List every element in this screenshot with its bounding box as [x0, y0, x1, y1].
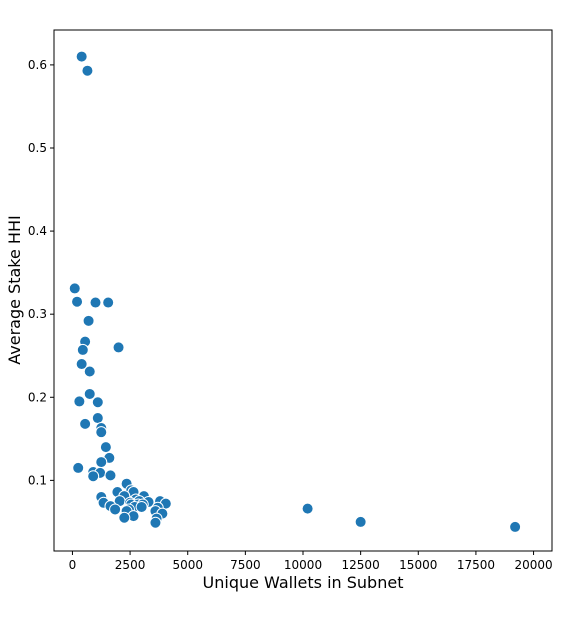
- data-point: [95, 426, 108, 439]
- data-point: [91, 396, 104, 409]
- y-tick-label: 0.1: [28, 473, 47, 487]
- x-tick-label: 17500: [457, 558, 495, 572]
- x-axis-ticks: 0 2500 5000 7500 10000 12500 15000 17500 20000: [69, 551, 553, 572]
- x-tick-label: 5000: [172, 558, 203, 572]
- data-point: [91, 412, 104, 425]
- data-point: [112, 341, 125, 354]
- data-point: [75, 50, 88, 63]
- data-point: [71, 295, 84, 308]
- x-tick-label: 20000: [514, 558, 552, 572]
- x-tick-label: 0: [69, 558, 77, 572]
- y-axis-label: Average Stake HHI: [5, 215, 24, 364]
- data-points: [68, 50, 522, 533]
- y-tick-label: 0.5: [28, 141, 47, 155]
- data-point: [102, 296, 115, 309]
- data-point: [82, 314, 95, 327]
- x-tick-label: 12500: [342, 558, 380, 572]
- plot-background: [54, 30, 552, 551]
- data-point: [75, 358, 88, 371]
- x-tick-label: 2500: [115, 558, 146, 572]
- data-point: [79, 417, 92, 430]
- data-point: [83, 387, 96, 400]
- data-point: [104, 469, 117, 482]
- x-tick-label: 15000: [399, 558, 437, 572]
- data-point: [87, 470, 100, 483]
- data-point: [301, 502, 314, 515]
- y-tick-label: 0.3: [28, 307, 47, 321]
- y-tick-label: 0.6: [28, 58, 47, 72]
- x-tick-label: 7500: [230, 558, 261, 572]
- data-point: [354, 515, 367, 528]
- data-point: [68, 282, 81, 295]
- y-axis-ticks: 0.1 0.2 0.3 0.4 0.5 0.6: [28, 58, 54, 487]
- x-tick-label: 10000: [284, 558, 322, 572]
- data-point: [72, 461, 85, 474]
- data-point: [76, 343, 89, 356]
- y-tick-label: 0.2: [28, 390, 47, 404]
- data-point: [89, 296, 102, 309]
- data-point: [135, 500, 148, 513]
- data-point: [83, 365, 96, 378]
- data-point: [509, 520, 522, 533]
- data-point: [73, 395, 86, 408]
- y-tick-label: 0.4: [28, 224, 47, 238]
- x-axis-label: Unique Wallets in Subnet: [203, 573, 404, 592]
- data-point: [109, 503, 122, 516]
- data-point: [149, 516, 162, 529]
- data-point: [95, 456, 108, 469]
- data-point: [99, 441, 112, 454]
- data-point: [118, 511, 131, 524]
- data-point: [81, 64, 94, 77]
